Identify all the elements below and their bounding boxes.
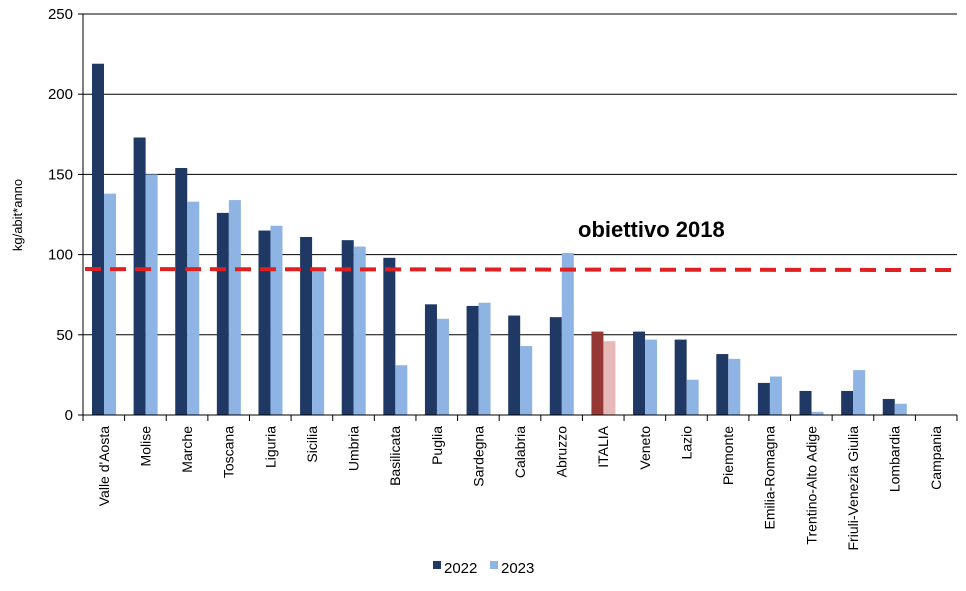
bar-2023-friuli-venezia-giulia <box>853 370 866 415</box>
category-label: Friuli-Venezia Giulia <box>845 426 861 551</box>
bar-2023-sicilia <box>312 267 325 415</box>
bar-2023-emilia-romagna <box>769 376 782 415</box>
bar-2022-marche <box>175 167 188 415</box>
bar-2022-sicilia <box>300 236 313 415</box>
category-label: Marche <box>179 426 195 473</box>
category-label: Liguria <box>262 426 278 468</box>
category-label: Lombardia <box>887 426 903 492</box>
category-label: Abruzzo <box>554 426 570 478</box>
bar-2022-veneto <box>633 331 646 415</box>
bar-2022-lazio <box>674 339 687 415</box>
bar-2023-puglia <box>436 318 449 415</box>
bar-2022-friuli-venezia-giulia <box>841 390 854 415</box>
y-tick-label: 100 <box>48 247 73 264</box>
bar-2022-basilicata <box>383 257 396 415</box>
category-label: Molise <box>137 426 153 467</box>
bar-2022-molise <box>133 137 146 415</box>
category-label: Umbria <box>346 426 362 471</box>
target-line <box>84 267 958 273</box>
category-label: Veneto <box>637 426 653 470</box>
category-label: Toscana <box>221 426 237 478</box>
category-label: Valle d'Aosta <box>96 426 112 506</box>
category-label: Piemonte <box>720 426 736 485</box>
bar-2022-calabria <box>508 315 521 415</box>
legend-swatch-2023 <box>490 561 498 569</box>
bar-2022-liguria <box>258 230 271 415</box>
bar-2023-lazio <box>686 379 699 415</box>
bar-2023-veneto <box>645 339 658 415</box>
legend-label-2022: 2022 <box>444 560 477 577</box>
bar-2022-toscana <box>216 212 229 415</box>
bar-2022-italia <box>591 331 604 415</box>
bar-2023-valle-d-aosta <box>104 193 116 415</box>
category-label: Emilia-Romagna <box>762 426 778 530</box>
bar-2023-molise <box>145 174 158 415</box>
bar-2023-sardegna <box>478 302 491 415</box>
bar-2023-lombardia <box>894 403 907 415</box>
y-tick-label: 150 <box>48 166 73 183</box>
target-label: obiettivo 2018 <box>578 217 725 242</box>
bars <box>92 63 907 415</box>
category-label: Sardegna <box>470 426 486 487</box>
bar-2022-umbria <box>341 240 354 415</box>
bar-2022-lombardia <box>882 398 895 415</box>
bar-2022-puglia <box>424 304 437 415</box>
bar-2023-italia <box>603 341 616 415</box>
y-tick-label: 250 <box>48 6 73 23</box>
bar-2023-piemonte <box>728 358 741 415</box>
legend-swatch-2022 <box>433 561 441 569</box>
y-axis-ticks: 0 50 100 150 200 250 <box>48 6 83 424</box>
legend-label-2023: 2023 <box>501 560 534 577</box>
category-label: Lazio <box>678 426 694 460</box>
category-label: Trentino-Alto Adige <box>803 426 819 545</box>
category-label: ITALIA <box>595 425 611 467</box>
x-axis-categories: Valle d'Aosta Molise Marche Toscana Liguria S… <box>82 415 958 551</box>
bar-2023-trentino-alto-adige <box>811 411 824 415</box>
category-label: Calabria <box>512 426 528 478</box>
legend: 2022 2023 <box>433 560 534 577</box>
bar-2023-calabria <box>520 346 533 415</box>
bar-2023-toscana <box>228 200 241 415</box>
gridlines <box>83 13 957 336</box>
bar-2022-valle-d-aosta <box>92 63 104 415</box>
category-label: Sicilia <box>304 426 320 463</box>
bar-2022-sardegna <box>466 305 479 415</box>
category-label: Basilicata <box>387 426 403 486</box>
y-axis-label: kg/abit*anno <box>10 179 25 251</box>
category-label: Campania <box>928 426 944 490</box>
bar-2023-marche <box>187 201 200 415</box>
bar-2023-basilicata <box>395 365 408 415</box>
y-tick-label: 200 <box>48 86 73 103</box>
bar-2022-piemonte <box>716 354 729 415</box>
y-tick-label: 0 <box>65 407 73 424</box>
bar-2022-trentino-alto-adige <box>799 390 812 415</box>
bar-2023-liguria <box>270 225 283 415</box>
bar-2023-umbria <box>353 246 366 415</box>
bar-2022-abruzzo <box>549 317 562 415</box>
bar-2022-emilia-romagna <box>757 382 770 415</box>
category-label: Puglia <box>429 426 445 465</box>
bar-2023-abruzzo <box>561 252 574 415</box>
y-tick-label: 50 <box>56 327 73 344</box>
